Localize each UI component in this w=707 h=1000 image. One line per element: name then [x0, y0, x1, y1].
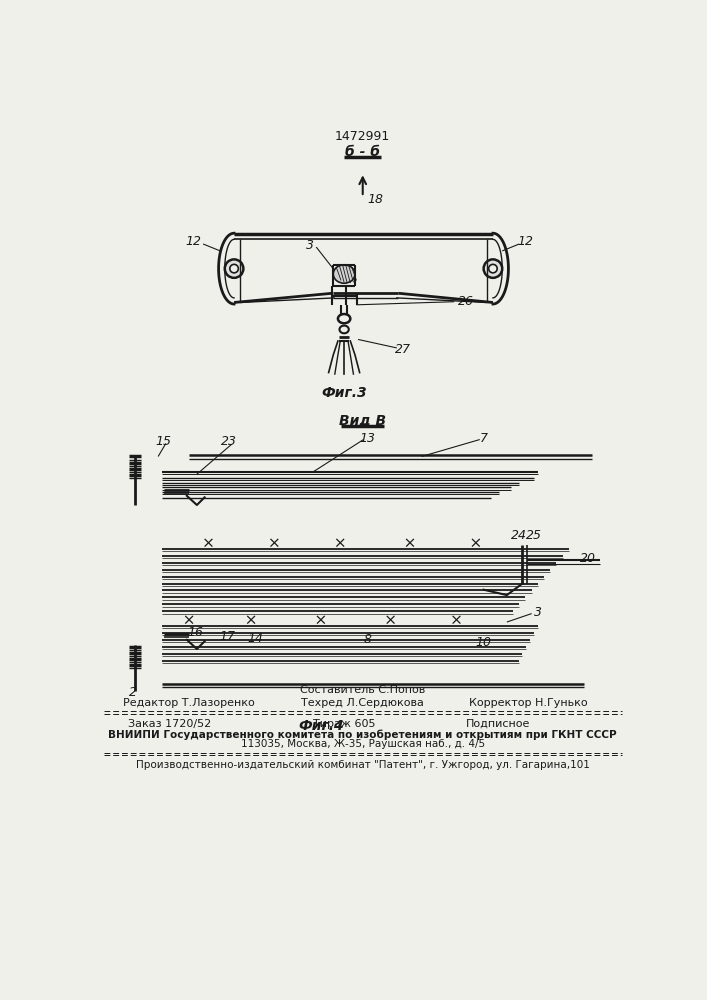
Text: 15: 15 [156, 435, 172, 448]
Ellipse shape [230, 264, 238, 273]
Text: Заказ 1720/52: Заказ 1720/52 [128, 719, 211, 729]
Text: 2: 2 [129, 686, 137, 699]
Text: 25: 25 [526, 529, 542, 542]
Ellipse shape [484, 259, 502, 278]
Text: Тираж 605: Тираж 605 [313, 719, 375, 729]
Text: 17: 17 [220, 630, 236, 643]
Text: 3: 3 [534, 606, 542, 619]
Text: 12: 12 [186, 235, 201, 248]
Text: 13: 13 [359, 432, 375, 445]
Ellipse shape [489, 264, 497, 273]
Text: 24: 24 [510, 529, 527, 542]
Text: 20: 20 [580, 552, 596, 565]
Ellipse shape [225, 259, 243, 278]
Text: 10: 10 [476, 636, 491, 649]
Text: 3: 3 [306, 239, 314, 252]
Text: 14: 14 [247, 632, 263, 645]
Text: Подписное: Подписное [465, 719, 530, 729]
Text: Вид В: Вид В [339, 413, 386, 427]
Text: 23: 23 [221, 435, 238, 448]
Text: ВНИИПИ Государственного комитета по изобретениям и открытиям при ГКНТ СССР: ВНИИПИ Государственного комитета по изоб… [108, 729, 617, 740]
Text: 18: 18 [367, 193, 383, 206]
Text: 26: 26 [458, 295, 474, 308]
Text: Составитель С.Попов: Составитель С.Попов [300, 685, 426, 695]
Text: 113035, Москва, Ж-35, Раушская наб., д. 4/5: 113035, Москва, Ж-35, Раушская наб., д. … [240, 739, 485, 749]
Text: 27: 27 [395, 343, 411, 356]
Text: б - б: б - б [345, 145, 380, 159]
Text: Производственно-издательский комбинат "Патент", г. Ужгород, ул. Гагарина,101: Производственно-издательский комбинат "П… [136, 760, 590, 770]
Text: Корректор Н.Гунько: Корректор Н.Гунько [469, 698, 588, 708]
Ellipse shape [333, 265, 355, 283]
Text: 8: 8 [363, 633, 371, 646]
Text: Редактор Т.Лазоренко: Редактор Т.Лазоренко [123, 698, 255, 708]
Text: 12: 12 [518, 235, 534, 248]
Text: Техред Л.Сердюкова: Техред Л.Сердюкова [301, 698, 424, 708]
Text: 7: 7 [479, 432, 488, 445]
Text: 1472991: 1472991 [335, 130, 390, 143]
Text: 16: 16 [187, 626, 204, 639]
Text: Фиг.3: Фиг.3 [321, 386, 367, 400]
Text: Фиг.4: Фиг.4 [298, 719, 344, 733]
